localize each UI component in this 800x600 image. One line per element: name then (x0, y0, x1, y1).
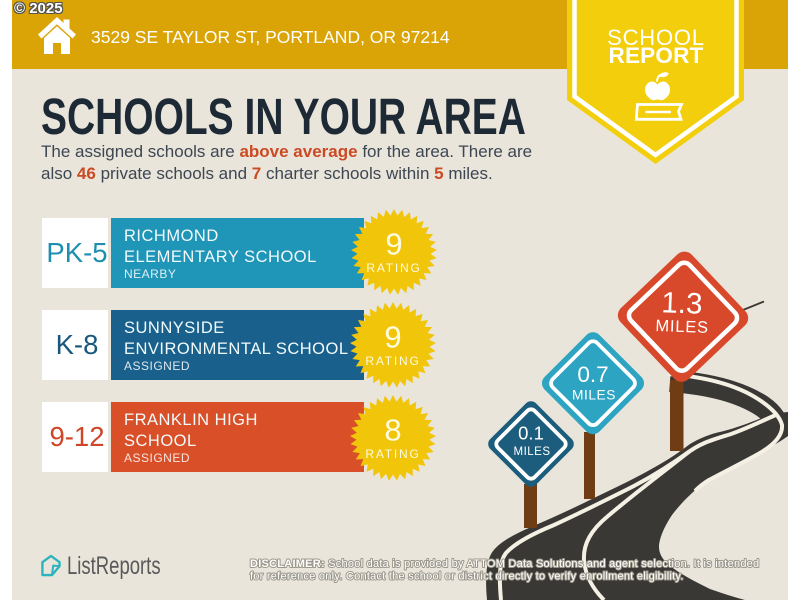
svg-text:8: 8 (384, 413, 401, 448)
svg-text:DISCLAIMER: School data is pro: DISCLAIMER: School data is provided by A… (250, 558, 759, 570)
svg-text:0.7: 0.7 (577, 362, 608, 387)
svg-text:SCHOOL: SCHOOL (607, 25, 705, 50)
svg-text:RATING: RATING (365, 354, 420, 368)
svg-text:MILES: MILES (655, 317, 709, 337)
svg-text:for reference only. Contact th: for reference only. Contact the school o… (250, 571, 684, 583)
svg-text:MILES: MILES (572, 388, 616, 403)
svg-text:MILES: MILES (513, 446, 550, 458)
svg-text:9: 9 (385, 227, 402, 262)
svg-text:REPORT: REPORT (609, 43, 704, 68)
svg-text:0.1: 0.1 (518, 423, 544, 444)
svg-text:1.3: 1.3 (661, 286, 703, 320)
svg-text:RATING: RATING (365, 447, 420, 461)
svg-text:RATING: RATING (366, 261, 421, 275)
svg-text:9: 9 (384, 320, 401, 355)
